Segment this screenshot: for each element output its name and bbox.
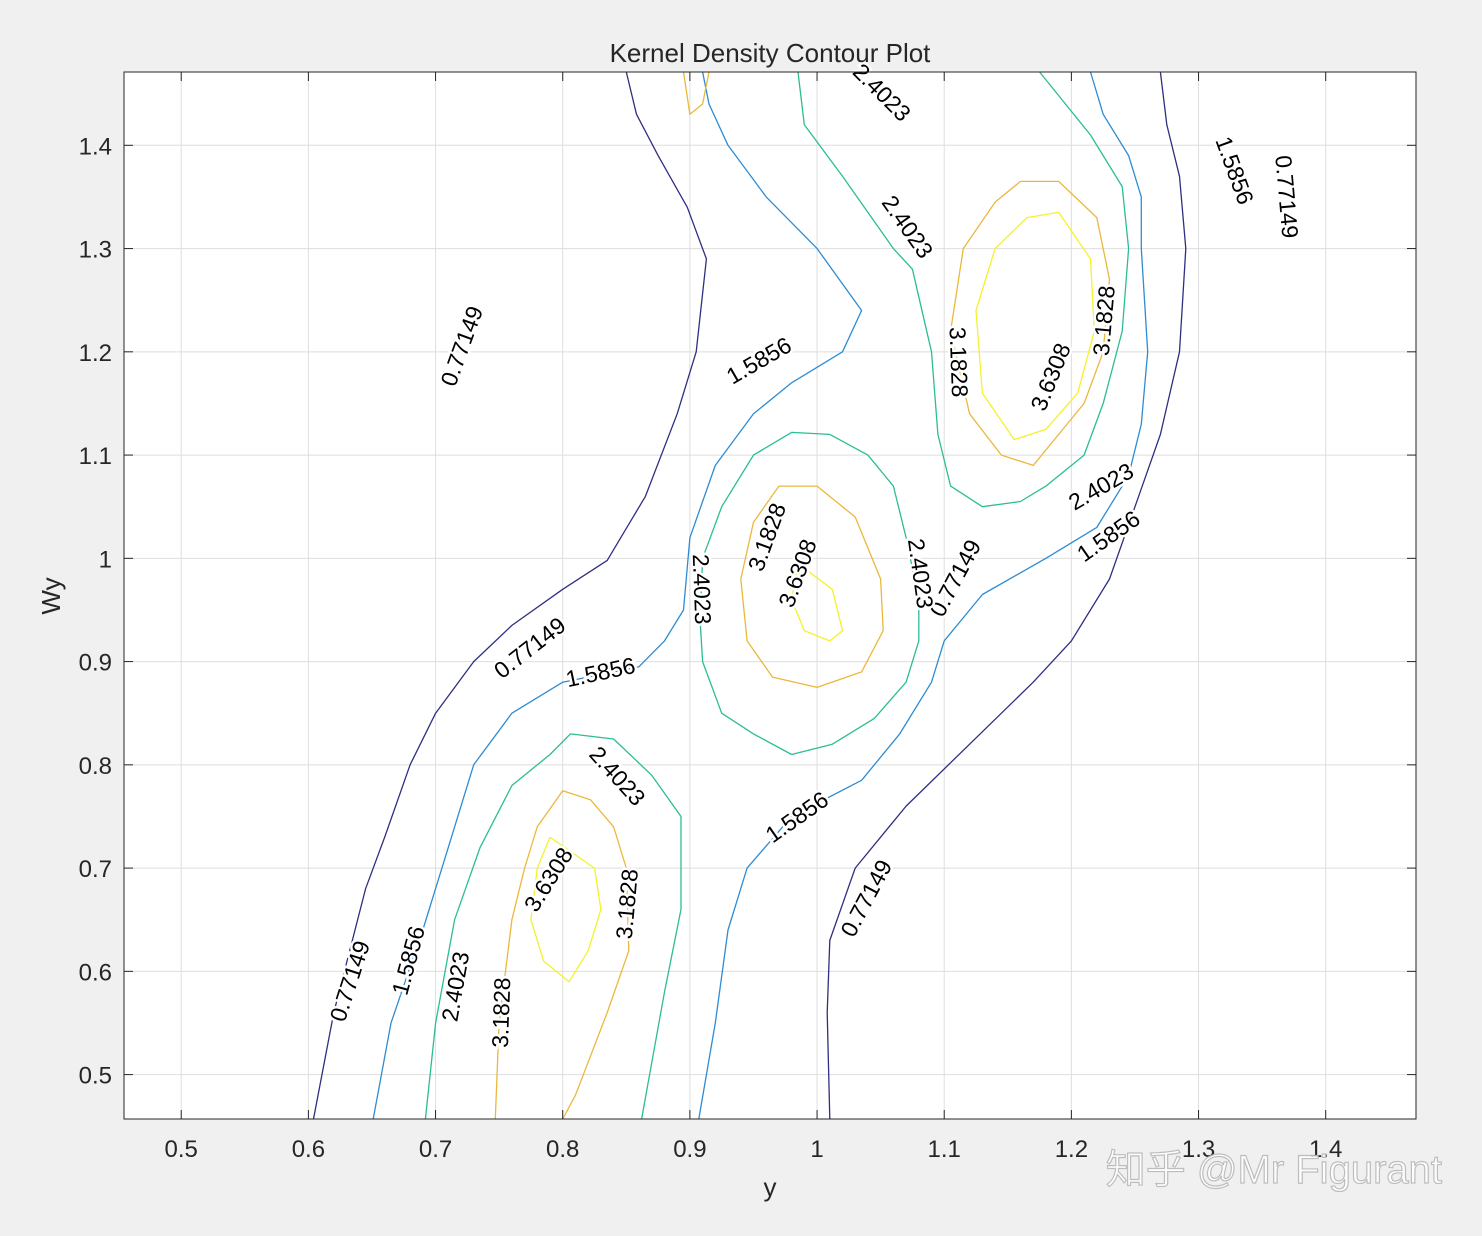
x-tick-label: 0.6	[292, 1136, 325, 1163]
contour-line-2.4023	[699, 431, 920, 756]
contour-label: 3.1828	[945, 326, 973, 397]
axes-box	[123, 71, 1417, 1120]
contour-line-0.77149	[826, 71, 1187, 1120]
y-tick-label: 1.2	[79, 340, 112, 367]
x-tick-label: 0.5	[165, 1136, 198, 1163]
x-tick-label: 1.4	[1309, 1136, 1342, 1163]
grid	[124, 72, 1416, 1119]
y-tick-label: 0.9	[79, 650, 112, 677]
y-tick-label: 0.7	[79, 856, 112, 883]
contour-label: 3.1828	[1088, 284, 1120, 356]
contour-line-3.1828	[740, 485, 884, 689]
y-tick-label: 1.4	[79, 133, 112, 160]
x-tick-label: 1.2	[1055, 1136, 1088, 1163]
contour-line-1.5856	[698, 71, 1149, 1120]
watermark: 知乎 @Mr Figurant	[1106, 1148, 1442, 1192]
x-tick-label: 1.3	[1182, 1136, 1215, 1163]
x-tick-label: 1.1	[928, 1136, 961, 1163]
contour-label: 2.4023	[688, 554, 716, 625]
x-tick-label: 0.9	[673, 1136, 706, 1163]
contour-line-3.6308	[530, 836, 602, 983]
contour-line-0.77149	[312, 71, 708, 1120]
x-tick-label: 0.8	[546, 1136, 579, 1163]
y-tick-label: 0.6	[79, 959, 112, 986]
contour-line-3.1828	[494, 790, 630, 1120]
plot-area	[124, 72, 1416, 1119]
contour-line-2.4023	[797, 71, 1130, 508]
y-tick-label: 1	[99, 546, 112, 573]
contour-line-3.1828	[682, 71, 710, 115]
x-tick-label: 1	[810, 1136, 823, 1163]
y-tick-label: 0.8	[79, 753, 112, 780]
contour-line-3.6308	[790, 562, 844, 642]
contour-lines	[312, 71, 1187, 1120]
contour-label: 3.1828	[487, 977, 515, 1048]
axis-ticks: 0.5 0.6 0.7 0.8 0.9 1 1.1 1.2 1.3 1.4 0.5 0.6 0.7 0.8…	[79, 72, 1416, 1163]
x-tick-label: 0.7	[419, 1136, 452, 1163]
contour-line-3.1828	[949, 180, 1111, 467]
contour-label: 3.1828	[611, 868, 643, 940]
x-axis-label: y	[764, 1172, 777, 1202]
y-axis-label: Wy	[36, 577, 66, 614]
y-tick-label: 0.5	[79, 1063, 112, 1090]
contour-line-3.6308	[975, 211, 1095, 441]
y-tick-label: 1.1	[79, 443, 112, 470]
chart-title: Kernel Density Contour Plot	[610, 38, 932, 68]
contour-line-2.4023	[424, 733, 682, 1120]
contour-line-1.5856	[372, 71, 863, 1120]
y-tick-label: 1.3	[79, 237, 112, 264]
